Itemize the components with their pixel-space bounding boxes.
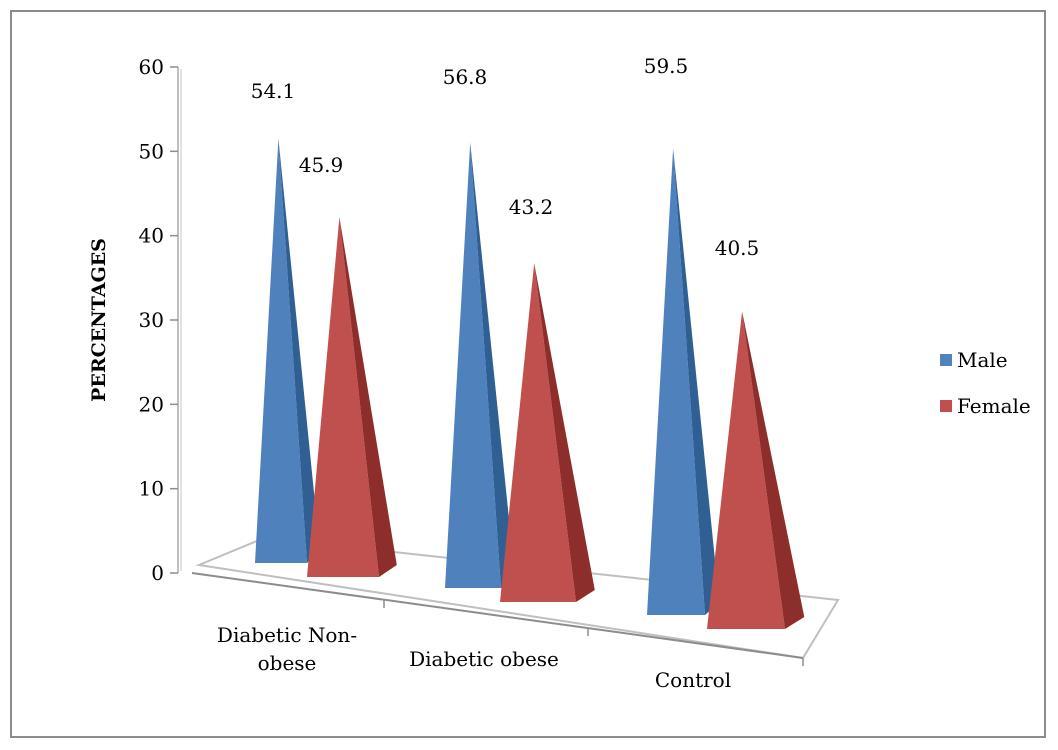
male-pyramid-side bbox=[673, 148, 720, 616]
y-tick-label: 20 bbox=[139, 392, 164, 416]
y-tick-label: 0 bbox=[151, 561, 164, 585]
data-label: 43.2 bbox=[509, 195, 554, 219]
data-label: 45.9 bbox=[299, 153, 344, 177]
y-tick-label: 30 bbox=[139, 308, 164, 332]
chart-axes: 0 10 20 30 40 50 60 bbox=[139, 55, 840, 666]
male-pyramid-front bbox=[445, 142, 501, 589]
legend-entry-label: Male bbox=[957, 348, 1008, 372]
female-pyramid-side bbox=[339, 217, 397, 578]
legend: Male Female bbox=[940, 348, 1031, 418]
female-pyramid-front bbox=[307, 217, 379, 578]
male-pyramid-front bbox=[255, 138, 307, 563]
data-label: 54.1 bbox=[251, 79, 296, 103]
y-axis-label: PERCENTAGES bbox=[88, 238, 110, 402]
data-label: 59.5 bbox=[644, 54, 689, 78]
female-pyramid-side bbox=[534, 263, 595, 602]
x-category-label: Control bbox=[655, 668, 731, 692]
y-tick-label: 40 bbox=[139, 224, 164, 248]
chart-labels: 54.1 45.9 56.8 43.2 59.5 40.5 Diabetic Non-obe… bbox=[217, 54, 759, 692]
female-pyramid-side bbox=[742, 311, 805, 629]
female-pyramid-front bbox=[707, 311, 785, 629]
legend-swatch bbox=[940, 354, 952, 366]
chart-floor bbox=[195, 536, 840, 660]
chart-frame bbox=[10, 10, 1046, 738]
x-category-label: Diabetic obese bbox=[409, 647, 559, 671]
y-tick-label: 10 bbox=[139, 477, 164, 501]
legend-entry-label: Female bbox=[957, 394, 1031, 418]
male-pyramid-side bbox=[278, 138, 320, 563]
male-pyramid-side bbox=[470, 142, 515, 589]
data-label: 56.8 bbox=[443, 65, 488, 89]
x-category-label: Diabetic Non- bbox=[217, 623, 357, 647]
legend-swatch bbox=[940, 400, 952, 412]
data-label: 40.5 bbox=[715, 236, 760, 260]
chart-bars bbox=[255, 138, 805, 629]
x-category-label: obese bbox=[258, 651, 317, 675]
y-tick-label: 60 bbox=[139, 55, 164, 79]
male-pyramid-front bbox=[647, 148, 705, 616]
female-pyramid-front bbox=[500, 263, 576, 602]
y-tick-label: 50 bbox=[139, 139, 164, 163]
x-axis-line bbox=[191, 572, 804, 659]
